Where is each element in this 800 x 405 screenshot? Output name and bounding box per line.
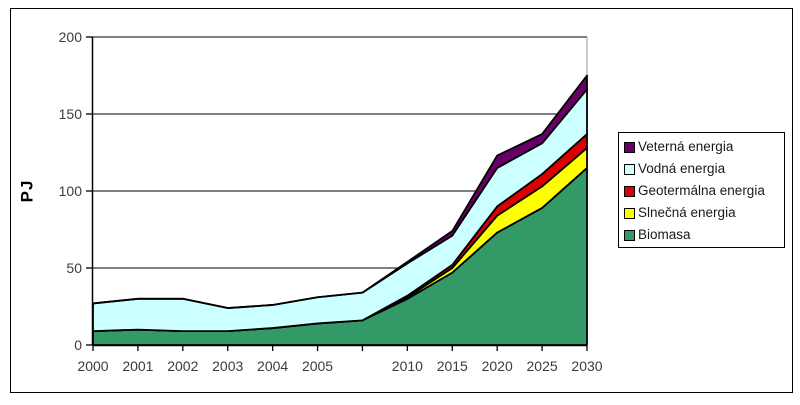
legend-item-veterna: Veterná energia [624,136,784,158]
legend-item-slnecna: Slnečná energia [624,202,784,224]
y-tick-label-200: 200 [58,29,82,45]
figure-border [10,8,793,393]
x-tick-label-2000: 2000 [77,358,109,374]
legend-label: Veterná energia [638,139,734,155]
x-tick-label-2001: 2001 [122,358,154,374]
veterna-energia-swatch-icon [624,141,635,153]
vodna-energia-swatch-icon [624,163,635,175]
y-tick-label-150: 150 [58,106,82,122]
x-tick-label-2015: 2015 [436,358,468,374]
biomasa-swatch-icon [624,229,635,241]
chart-legend: Veterná energia Vodná energia Geotermáln… [618,132,785,248]
x-tick-label-2010: 2010 [391,358,423,374]
x-tick-label-2025: 2025 [526,358,558,374]
legend-item-biomasa: Biomasa [624,224,784,246]
y-tick-label-0: 0 [74,337,82,353]
slnecna-energia-swatch-icon [624,207,635,219]
legend-label: Slnečná energia [638,205,736,221]
legend-item-vodna: Vodná energia [624,158,784,180]
x-tick-label-2030: 2030 [571,358,603,374]
geotermalna-energia-swatch-icon [624,185,635,197]
legend-label: Biomasa [638,227,691,243]
y-axis-title: PJ [17,179,37,203]
y-tick-label-100: 100 [58,183,82,199]
x-tick-label-2004: 2004 [257,358,289,374]
x-tick-label-2005: 2005 [301,358,334,374]
y-tick-label-50: 50 [66,260,82,276]
legend-label: Vodná energia [638,161,726,177]
legend-item-geotermalna: Geotermálna energia [624,180,784,202]
x-tick-label-2020: 2020 [481,358,513,374]
x-tick-label-2002: 2002 [167,358,199,374]
x-tick-label-2003: 2003 [212,358,244,374]
legend-label: Geotermálna energia [638,183,765,199]
